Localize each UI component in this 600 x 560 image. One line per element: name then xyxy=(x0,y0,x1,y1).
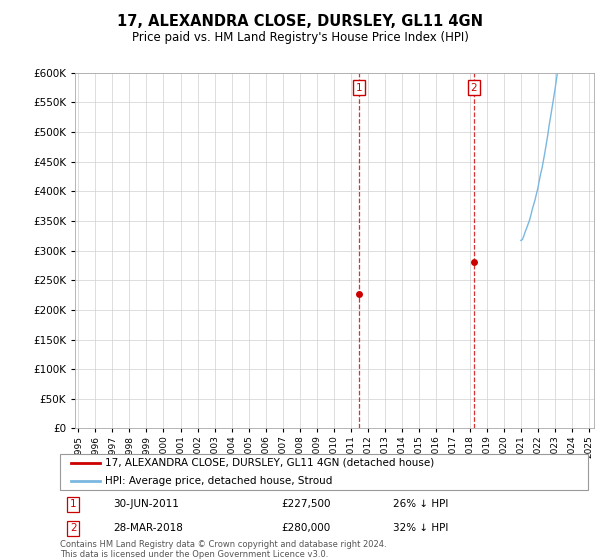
Text: Price paid vs. HM Land Registry's House Price Index (HPI): Price paid vs. HM Land Registry's House … xyxy=(131,31,469,44)
Text: 2: 2 xyxy=(471,83,478,92)
Text: 30-JUN-2011: 30-JUN-2011 xyxy=(113,500,179,510)
Text: 2: 2 xyxy=(70,523,77,533)
Text: 17, ALEXANDRA CLOSE, DURSLEY, GL11 4GN (detached house): 17, ALEXANDRA CLOSE, DURSLEY, GL11 4GN (… xyxy=(105,458,434,468)
Text: 1: 1 xyxy=(70,500,77,510)
Text: 1: 1 xyxy=(356,83,362,92)
Text: Contains HM Land Registry data © Crown copyright and database right 2024.
This d: Contains HM Land Registry data © Crown c… xyxy=(60,540,386,559)
Text: 17, ALEXANDRA CLOSE, DURSLEY, GL11 4GN: 17, ALEXANDRA CLOSE, DURSLEY, GL11 4GN xyxy=(117,14,483,29)
Text: £280,000: £280,000 xyxy=(282,523,331,533)
Text: HPI: Average price, detached house, Stroud: HPI: Average price, detached house, Stro… xyxy=(105,476,332,486)
Text: £227,500: £227,500 xyxy=(282,500,331,510)
Text: 26% ↓ HPI: 26% ↓ HPI xyxy=(392,500,448,510)
Text: 32% ↓ HPI: 32% ↓ HPI xyxy=(392,523,448,533)
Text: 28-MAR-2018: 28-MAR-2018 xyxy=(113,523,182,533)
